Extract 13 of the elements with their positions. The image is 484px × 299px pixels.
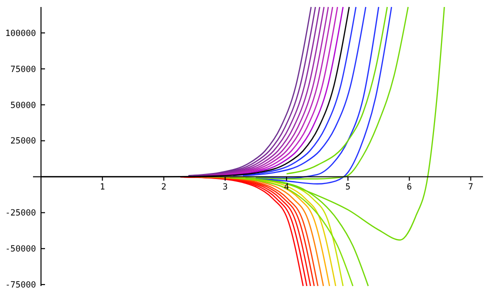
y-tick-label: -50000: [5, 244, 36, 255]
x-tick-label: 1: [100, 182, 105, 193]
x-tick-label: 6: [406, 182, 412, 193]
y-tick-label: 25000: [10, 136, 36, 147]
x-tick-label: 5: [345, 182, 351, 193]
y-tick-label: -25000: [5, 208, 36, 219]
y-tick-label: 100000: [5, 28, 36, 39]
x-tick-label: 7: [468, 182, 474, 193]
x-tick-label: 2: [161, 182, 166, 193]
x-tick-label: 3: [222, 182, 228, 193]
y-tick-label: 50000: [10, 100, 36, 111]
y-tick-label: 75000: [10, 64, 36, 75]
y-tick-label: -75000: [5, 280, 36, 291]
